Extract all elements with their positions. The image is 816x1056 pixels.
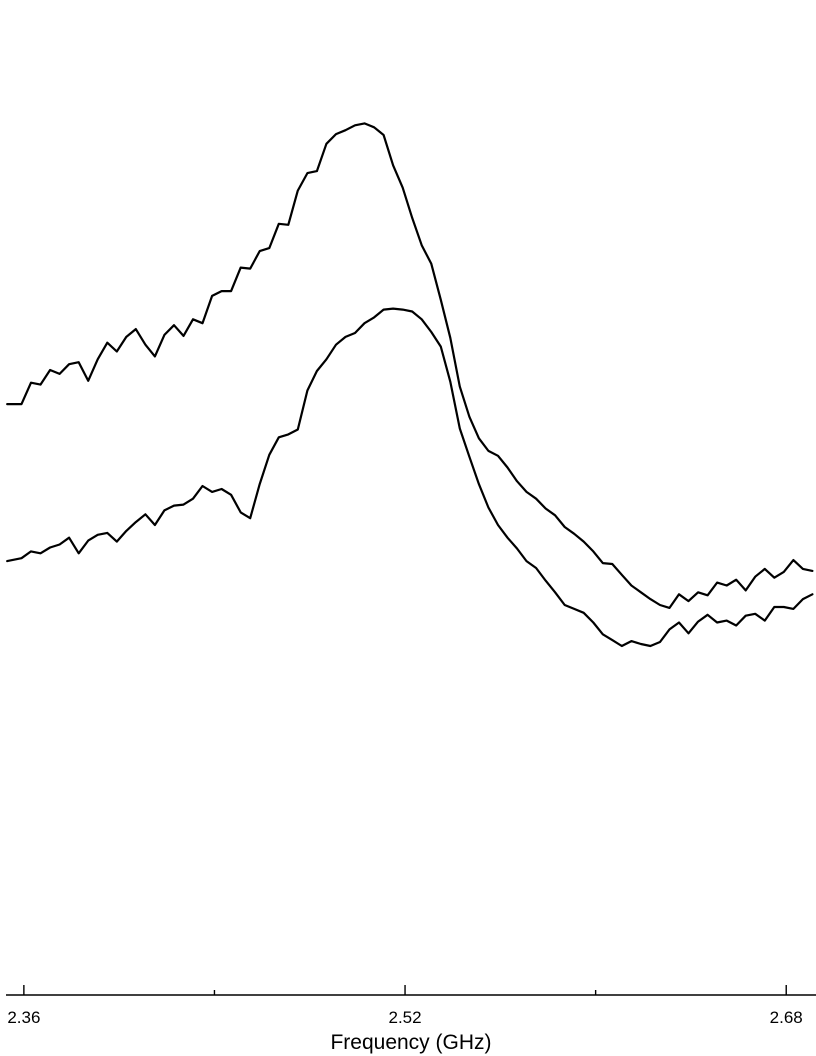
x-axis: 2.36 2.52 2.68 xyxy=(6,985,816,1027)
x-tick-label: 2.68 xyxy=(770,1008,803,1027)
x-tick-label: 2.52 xyxy=(388,1008,421,1027)
series-layer xyxy=(6,122,814,648)
x-axis-title: Frequency (GHz) xyxy=(330,1031,491,1054)
series-line-1 xyxy=(6,122,814,609)
x-tick-label: 2.36 xyxy=(7,1008,40,1027)
series-line-2 xyxy=(6,307,814,648)
